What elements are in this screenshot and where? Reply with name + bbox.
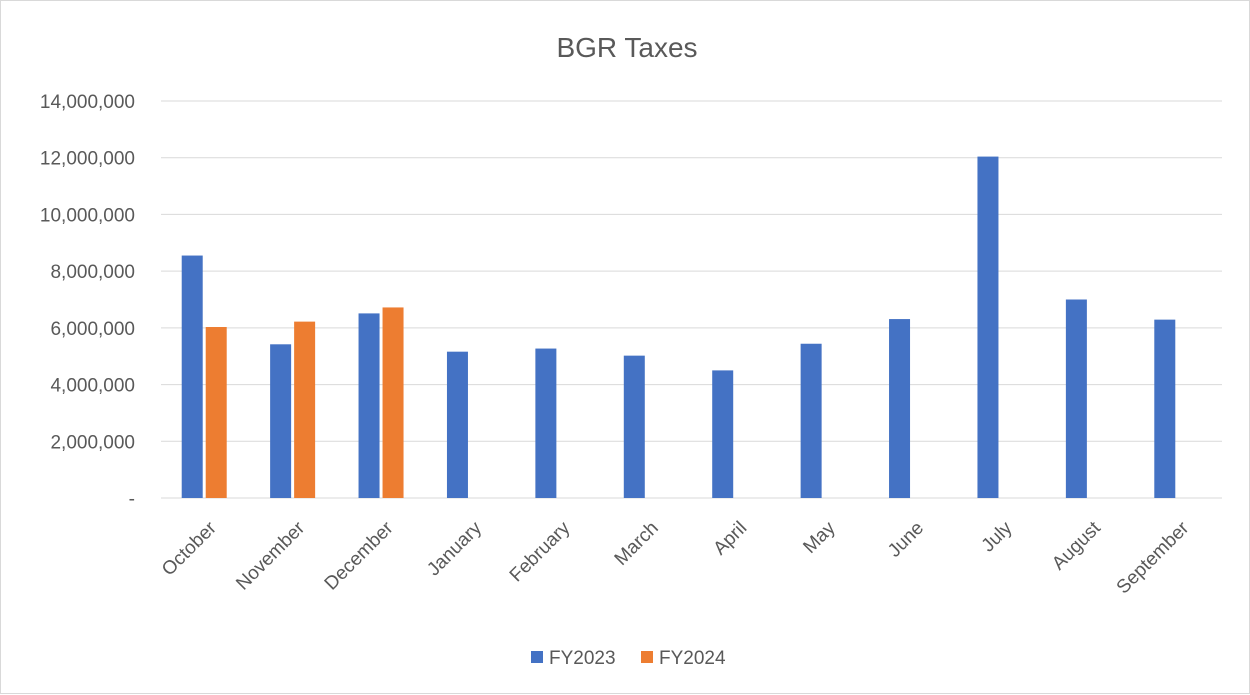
bar-fy2023-october [181,255,203,498]
legend-entry: FY2024 [659,648,726,669]
x-tick-label: November [232,517,309,594]
bar-fy2024-november [294,321,316,498]
bar-fy2023-june [889,319,911,498]
bar-fy2023-september [1154,319,1176,498]
y-tick-label: - [129,489,135,510]
x-tick-label: April [710,518,752,560]
bar-fy2023-march [623,355,645,498]
legend-swatch [531,651,543,663]
gridlines [161,100,1222,499]
y-tick-label: 2,000,000 [50,432,135,453]
x-tick-label: July [978,517,1017,556]
bar-fy2023-april [712,370,734,498]
bar-fy2023-december [358,313,380,498]
bar-fy2023-august [1065,299,1087,498]
bar-fy2023-february [535,348,557,498]
bars [181,156,1176,498]
legend: FY2023 FY2024 [531,648,726,669]
y-tick-label: 8,000,000 [50,262,135,283]
bar-fy2023-may [800,343,822,498]
y-tick-label: 12,000,000 [40,149,135,170]
x-tick-label: June [884,518,928,562]
y-tick-label: 10,000,000 [40,205,135,226]
y-tick-label: 6,000,000 [50,319,135,340]
chart-title: BGR Taxes [556,32,697,63]
bar-fy2023-july [977,156,999,498]
x-tick-label: January [423,517,486,580]
x-axis-tick-labels: October November December January February Ma… [158,517,1194,598]
y-tick-label: 4,000,000 [50,376,135,397]
legend-entry: FY2023 [549,648,616,669]
y-tick-label: 14,000,000 [40,92,135,113]
y-axis-tick-labels: - 2,000,000 4,000,000 6,000,000 8,000,000 10,… [40,92,135,510]
x-tick-label: May [799,517,840,558]
x-tick-label: February [506,517,575,586]
bar-fy2023-november [270,344,292,498]
x-tick-label: August [1048,517,1105,574]
bar-fy2024-october [205,327,227,498]
bar-fy2023-january [446,351,468,498]
x-tick-label: March [611,518,663,570]
x-tick-label: October [158,517,221,580]
legend-swatch [641,651,653,663]
bar-fy2024-december [382,307,404,498]
x-tick-label: December [321,517,398,594]
x-tick-label: September [1113,517,1194,598]
